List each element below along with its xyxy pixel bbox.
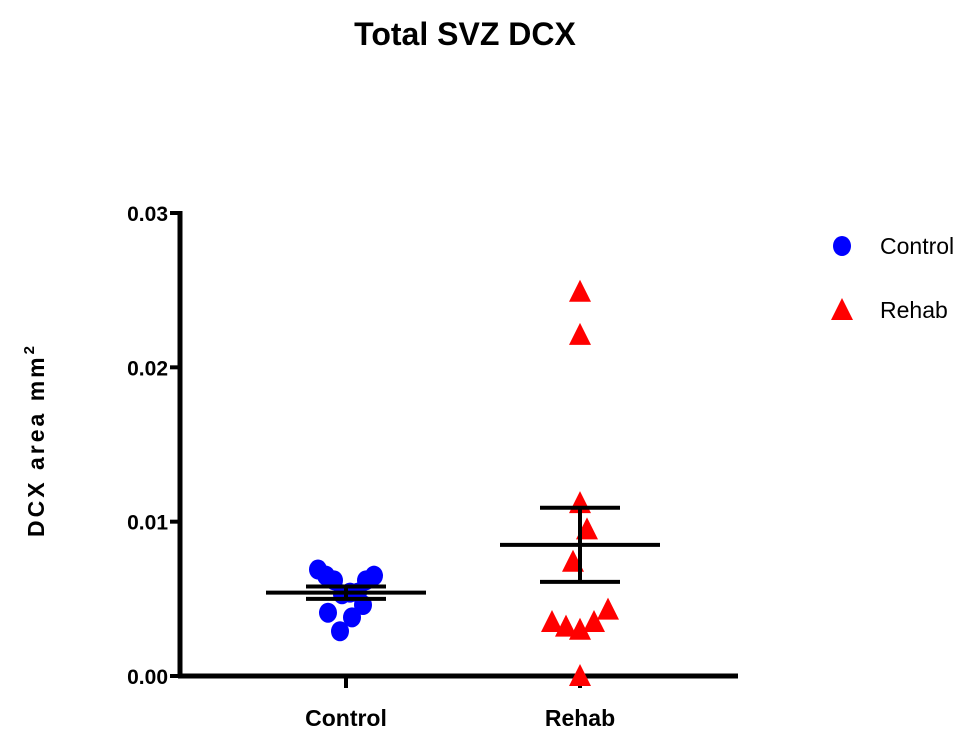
data-point-triangle <box>569 322 591 345</box>
y-axis-label-text: DCX area mm <box>23 354 49 537</box>
data-point-circle <box>331 621 349 642</box>
data-point-triangle <box>583 609 605 632</box>
x-axis-categories: Control Rehab <box>305 676 615 730</box>
legend-label: Rehab <box>880 297 948 323</box>
data-point-triangle <box>597 597 619 620</box>
legend: Control Rehab <box>831 233 954 323</box>
error-bars <box>266 505 660 601</box>
legend-label: Control <box>880 233 954 259</box>
legend-marker-circle <box>833 236 851 256</box>
y-axis-ticks: 0.00 0.01 0.02 0.03 <box>127 203 180 689</box>
chart-title: Total SVZ DCX <box>354 16 576 52</box>
y-tick-label: 0.01 <box>127 512 168 535</box>
x-category-label: Rehab <box>545 705 615 730</box>
y-tick-label: 0.03 <box>127 203 168 226</box>
x-category-label: Control <box>305 705 387 730</box>
data-point-circle <box>365 565 383 586</box>
data-point-triangle <box>541 609 563 632</box>
data-point-triangle <box>569 279 591 302</box>
legend-marker-triangle <box>831 298 853 320</box>
data-points <box>309 279 619 686</box>
axes <box>177 211 738 679</box>
data-point-circle <box>343 607 361 628</box>
data-point-triangle <box>569 617 591 640</box>
data-point-triangle <box>569 664 591 686</box>
y-tick-label: 0.02 <box>127 357 168 380</box>
y-tick-label: 0.00 <box>127 666 168 689</box>
y-axis-label-superscript: 2 <box>21 343 38 354</box>
y-axis-label: DCX area mm2 <box>21 343 49 537</box>
data-point-circle <box>319 602 337 623</box>
